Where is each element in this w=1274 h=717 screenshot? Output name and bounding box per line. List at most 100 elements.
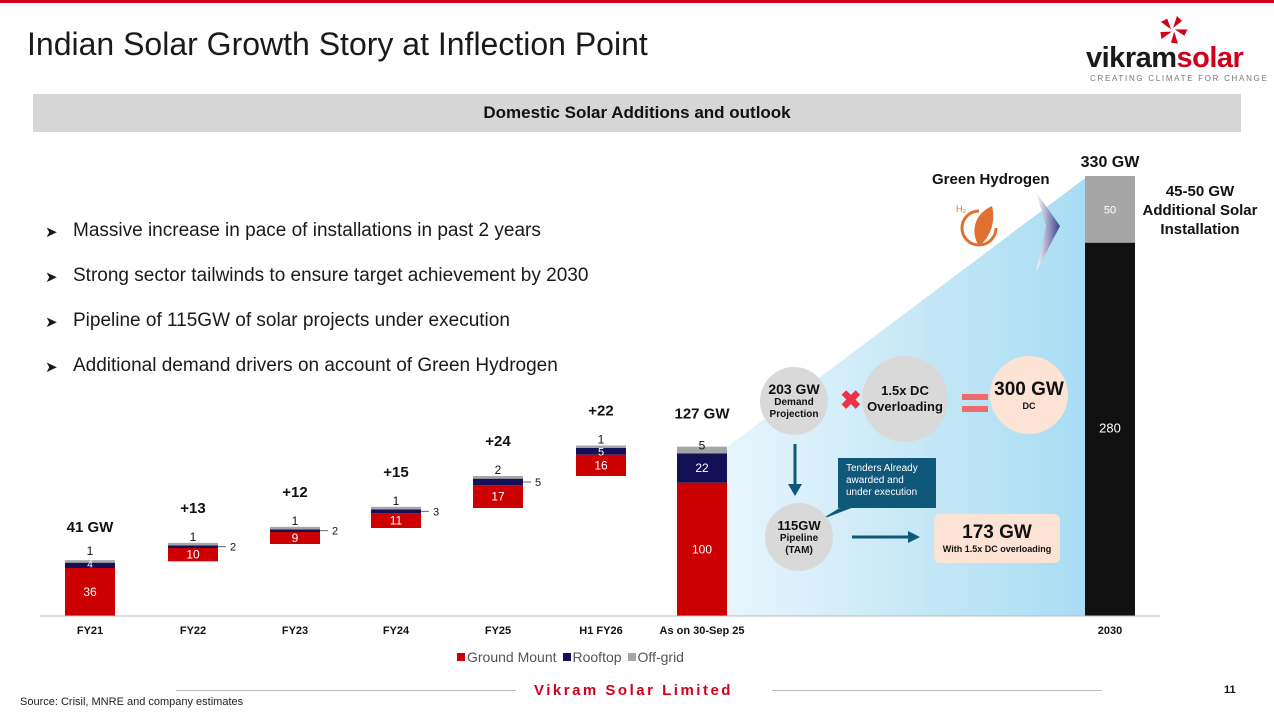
- dc-label: DC: [1022, 401, 1036, 411]
- dc-value: 300 GW: [994, 379, 1064, 400]
- bar-2030-base: [1085, 242, 1135, 616]
- bar-increment-label: +12: [282, 484, 307, 501]
- x-tick-label: H1 FY26: [579, 625, 622, 637]
- overloading-result-box: 173 GW With 1.5x DC overloading: [934, 514, 1060, 563]
- bar-value-rooftop: 2: [332, 526, 338, 538]
- bar-segment-off-grid: [576, 445, 626, 448]
- tenders-callout: Tenders Already awarded and under execut…: [838, 458, 936, 508]
- overloading-label: 1.5x DC Overloading: [867, 383, 943, 414]
- bar-segment-ground-mount: [168, 548, 218, 562]
- bar-segment-off-grid: [270, 526, 320, 530]
- bar-segment-ground-mount: [677, 482, 727, 616]
- arrow-bullet-icon: ➤: [45, 359, 58, 376]
- bar-segment-ground-mount: [473, 485, 523, 508]
- down-arrow-head: [788, 484, 802, 496]
- x-tick-labels: FY21 FY22 FY23 FY24 FY25 H1 FY26 As on 30-Sep …: [77, 625, 1122, 637]
- source-note: Source: Crisil, MNRE and company estimat…: [20, 696, 244, 708]
- bar-segment-off-grid: [473, 476, 523, 479]
- dc-total-circle: 300 GW DC: [990, 356, 1068, 434]
- x-tick-label: As on 30-Sep 25: [660, 625, 745, 637]
- bar-2030-additional: [1085, 176, 1135, 243]
- multiply-icon: ✖: [840, 385, 862, 415]
- bar-segment-rooftop: [473, 478, 523, 486]
- bar-segment-rooftop: [677, 453, 727, 483]
- legend-item-ground-mount: Ground Mount: [457, 649, 557, 665]
- bar-segment-ground-mount: [371, 513, 421, 528]
- x-tick-label: FY25: [485, 625, 511, 637]
- bar-segment-ground-mount: [65, 568, 115, 616]
- x-tick-label: FY24: [383, 625, 410, 637]
- bar-value-rooftop: 2: [230, 542, 236, 554]
- bullet-item: ➤ Strong sector tailwinds to ensure targe…: [45, 265, 589, 286]
- arrow-bullet-icon: ➤: [45, 269, 58, 286]
- bar-segment-ground-mount: [270, 532, 320, 544]
- pipeline-label: Pipeline (TAM): [779, 532, 819, 556]
- bar-value-offgrid: 1: [598, 433, 605, 447]
- bar-segment-rooftop: [168, 545, 218, 548]
- top-accent-line: [0, 0, 1274, 3]
- additional-installation-label: 45-50 GW Additional Solar Installation: [1142, 183, 1258, 238]
- green-hydrogen-chevron: [1036, 192, 1060, 272]
- demand-projection-circle: 203 GW Demand Projection: [760, 367, 828, 435]
- demand-value: 203 GW: [768, 381, 820, 397]
- bar-value-offgrid: 1: [393, 494, 400, 508]
- pipeline-circle: 115GW Pipeline (TAM): [765, 503, 833, 571]
- bar-increment-label: +15: [383, 464, 408, 481]
- bullet-item: ➤ Massive increase in pace of installatio…: [45, 220, 541, 241]
- logo-tagline: CREATING CLIMATE FOR CHANGE: [1090, 74, 1269, 83]
- bar-2030-total-label: 330 GW: [1081, 154, 1141, 171]
- bar-total-label: 127 GW: [674, 406, 730, 423]
- section-banner: Domestic Solar Additions and outlook: [33, 94, 1241, 132]
- result-label: With 1.5x DC overloading: [942, 544, 1052, 554]
- bar-value-ground: 11: [390, 514, 403, 528]
- arrow-bullet-icon: ➤: [45, 314, 58, 331]
- hydrogen-leaf-icon: H₂: [956, 204, 998, 247]
- bar-segment-off-grid: [371, 506, 421, 510]
- page-number: 11: [1224, 684, 1236, 696]
- bar-2030-base-value: 280: [1099, 421, 1121, 436]
- bar-value-ground: 9: [292, 531, 299, 545]
- arrow-bullet-icon: ➤: [45, 224, 58, 241]
- bar-segment-rooftop: [270, 529, 320, 532]
- bar-segment-ground-mount: [576, 454, 626, 476]
- bar-value-ground: 100: [692, 542, 712, 556]
- bar-increment-label: +13: [180, 500, 205, 517]
- bar-value-ground: 36: [83, 585, 97, 599]
- bullet-list: ➤ Massive increase in pace of installatio…: [45, 220, 588, 400]
- x-tick-label: FY22: [180, 625, 206, 637]
- tender-callout-tail: [820, 504, 862, 520]
- bar-value-rooftop: 5: [598, 446, 604, 458]
- legend-item-rooftop: Rooftop: [562, 649, 622, 665]
- right-arrow-head: [908, 531, 920, 543]
- h2-label: H₂: [956, 204, 966, 214]
- bar-value-offgrid: 1: [292, 514, 299, 528]
- equals-icon: [962, 394, 988, 414]
- result-value: 173 GW: [962, 522, 1032, 543]
- bar-value-rooftop: 4: [87, 560, 93, 571]
- bar-value-ground: 17: [491, 490, 505, 504]
- pipeline-value: 115GW: [777, 517, 821, 533]
- bar-value-offgrid: 5: [699, 439, 706, 453]
- x-tick-label: FY23: [282, 625, 308, 637]
- x-tick-label: FY21: [77, 625, 103, 637]
- green-hydrogen-label: Green Hydrogen: [932, 171, 1050, 188]
- bar-value-rooftop: 3: [433, 506, 439, 518]
- bar-segment-off-grid: [168, 542, 218, 546]
- logo-wordmark: vikramsolar: [1086, 42, 1244, 74]
- bar-2030-additional-value: 50: [1104, 204, 1116, 216]
- footer-divider-right: [772, 690, 1102, 691]
- chart-legend: Ground Mount Rooftop Off-grid: [457, 649, 684, 665]
- bar-value-ground: 10: [186, 548, 200, 562]
- bar-segment-rooftop: [65, 562, 115, 568]
- bar-value-offgrid: 1: [87, 544, 94, 558]
- page-title: Indian Solar Growth Story at Inflection …: [27, 26, 648, 62]
- bullet-item: ➤ Pipeline of 115GW of solar projects und…: [45, 310, 510, 331]
- bar-total-label: 41 GW: [67, 519, 115, 536]
- vikram-solar-logo: vikramsolar CREATING CLIMATE FOR CHANGE: [1086, 14, 1267, 84]
- logo-mark-icon: [1160, 16, 1188, 44]
- bar-value-rooftop: 22: [695, 461, 709, 475]
- overloading-circle: 1.5x DC Overloading: [862, 356, 948, 442]
- x-tick-label: 2030: [1098, 625, 1122, 637]
